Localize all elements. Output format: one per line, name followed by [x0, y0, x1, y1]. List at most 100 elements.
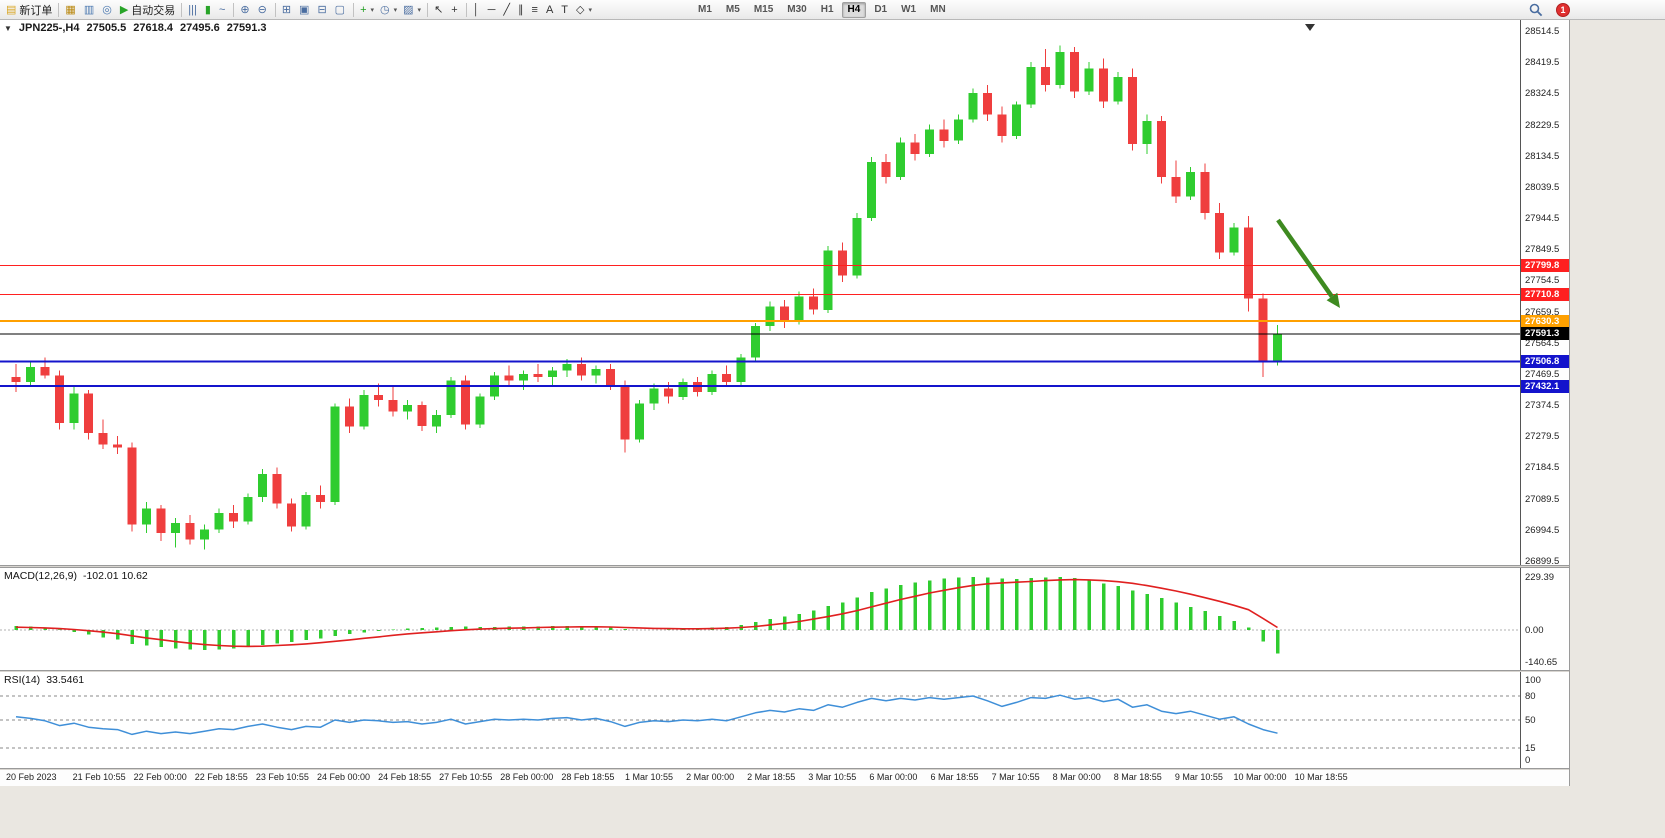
time-axis-label: 6 Mar 00:00	[869, 772, 918, 782]
rsi-scale-label: 0	[1525, 755, 1531, 766]
rsi-scale-label: 15	[1525, 743, 1536, 754]
timeframe-m15[interactable]: M15	[753, 3, 774, 15]
fibonacci-button[interactable]: ≡	[531, 3, 538, 16]
cascade-windows-icon[interactable]: ▣	[299, 3, 310, 16]
vertical-line-button[interactable]: │	[472, 3, 480, 16]
timeframe-m30[interactable]: M30	[787, 3, 807, 15]
main-chart-pane[interactable]: ▼ JPN225-,H4 27505.5 27618.4 27495.6 275…	[0, 20, 1520, 565]
rsi-canvas[interactable]	[0, 672, 1520, 768]
crosshair-button[interactable]: +	[451, 3, 458, 16]
rsi-scale-label: 80	[1525, 691, 1536, 702]
price-axis-label: 27944.5	[1525, 213, 1560, 225]
auto-scroll-icon[interactable]: ▢	[334, 3, 346, 16]
candlestick-chart-canvas[interactable]	[0, 20, 1520, 565]
price-level-tag: 27710.8	[1521, 288, 1569, 302]
macd-scale-label: 0.00	[1525, 625, 1544, 636]
macd-indicator-pane[interactable]: MACD(12,26,9) -102.01 10.62	[0, 568, 1520, 670]
price-axis-label: 27469.5	[1525, 368, 1560, 380]
pane-splitter-rsi[interactable]	[0, 670, 1569, 672]
price-axis-label: 27279.5	[1525, 431, 1560, 443]
toolbar-separator	[58, 2, 60, 17]
toolbar-right-group: 1	[1526, 1, 1570, 19]
time-axis-label: 22 Feb 00:00	[133, 772, 187, 782]
rsi-current-value: 33.5461	[46, 674, 85, 686]
templates-button[interactable]: ▨ ▾	[403, 3, 422, 16]
chart-title: ▼ JPN225-,H4 27505.5 27618.4 27495.6 275…	[4, 22, 267, 34]
label-button[interactable]: T	[561, 3, 569, 16]
macd-name: MACD(12,26,9)	[4, 570, 77, 582]
timeframe-h1[interactable]: H1	[820, 3, 834, 15]
toolbar-separator	[353, 2, 355, 17]
timeframe-m5[interactable]: M5	[725, 3, 740, 15]
line-chart-icon[interactable]: ~	[218, 3, 226, 16]
timeframe-m1[interactable]: M1	[698, 3, 712, 15]
indicators-button[interactable]: + ▾	[360, 3, 375, 16]
zoom-out-icon[interactable]: ⊖	[257, 3, 267, 16]
channel-button[interactable]: ∥	[518, 3, 524, 16]
timeframe-w1[interactable]: W1	[901, 3, 917, 15]
rsi-label: RSI(14) 33.5461	[4, 674, 84, 686]
notification-badge[interactable]: 1	[1556, 2, 1570, 17]
macd-scale-label: 229.39	[1525, 571, 1555, 583]
timeframe-h4[interactable]: H4	[841, 1, 867, 18]
bar-chart-icon[interactable]: |||	[188, 3, 197, 16]
price-axis-label: 27089.5	[1525, 493, 1560, 505]
ohlc-open: 27505.5	[86, 22, 127, 34]
toolbar-separator	[274, 2, 276, 17]
toolbar-separator	[465, 2, 467, 17]
price-level-tag: 27432.1	[1521, 379, 1569, 393]
price-level-tag: 27630.3	[1521, 314, 1569, 328]
toolbar-separator	[427, 2, 429, 17]
time-axis-label: 8 Mar 00:00	[1052, 772, 1101, 782]
toolbar-items: ▤ 新订单 ▦ ▥ ◎ ▶ 自动交易 ||| ▮ ~ ⊕ ⊖ ⊞ ▣ ⊟ ▢ + ▾ ◷ ▾ ▨ ▾ ↖ + │ ─ ╱ ∥ ≡ A T ◇ ▾	[3, 1, 691, 19]
price-axis-label: 26899.5	[1525, 555, 1560, 567]
time-axis-label: 2 Mar 18:55	[747, 772, 796, 782]
price-axis[interactable]: 28514.5 28419.5 28324.5 28229.5 28134.5 28039…	[1520, 20, 1569, 786]
price-level-tag: 27591.3	[1521, 327, 1569, 341]
timeframe-d1[interactable]: D1	[874, 3, 888, 15]
time-axis-label: 1 Mar 10:55	[624, 772, 674, 782]
main-toolbar: ▤ 新订单 ▦ ▥ ◎ ▶ 自动交易 ||| ▮ ~ ⊕ ⊖ ⊞ ▣ ⊟ ▢ + ▾ ◷ ▾ ▨ ▾ ↖ + │ ─ ╱ ∥ ≡ A T ◇ ▾…	[0, 0, 1665, 20]
timeframe-mn[interactable]: MN	[930, 3, 946, 15]
time-axis-label: 6 Mar 18:55	[930, 772, 979, 782]
new-order-button[interactable]: ▤ 新订单	[6, 3, 53, 17]
rsi-indicator-pane[interactable]: RSI(14) 33.5461	[0, 672, 1520, 768]
time-axis[interactable]: 20 Feb 2023 21 Feb 10:55 22 Feb 00:00 22 Fe…	[0, 770, 1569, 786]
price-level-tag: 27506.8	[1521, 355, 1569, 369]
new-chart-icon[interactable]: ▦	[65, 3, 76, 16]
price-axis-label: 28039.5	[1525, 181, 1560, 193]
shapes-button[interactable]: ◇ ▾	[576, 3, 592, 16]
time-axis-label: 10 Mar 18:55	[1294, 772, 1348, 782]
price-axis-label: 27374.5	[1525, 400, 1560, 412]
zoom-in-icon[interactable]: ⊕	[240, 3, 250, 16]
tile-windows-icon[interactable]: ⊞	[281, 3, 292, 16]
periods-button[interactable]: ◷ ▾	[380, 3, 398, 16]
price-axis-label: 27754.5	[1525, 275, 1560, 287]
autotrading-button[interactable]: ▶ 自动交易	[119, 3, 176, 17]
pane-splitter-macd[interactable]	[0, 565, 1569, 568]
horizontal-line-button[interactable]: ─	[487, 3, 496, 16]
time-axis-label: 27 Feb 10:55	[439, 772, 493, 782]
chart-window: ▼ JPN225-,H4 27505.5 27618.4 27495.6 275…	[0, 20, 1570, 786]
macd-canvas[interactable]	[0, 568, 1520, 670]
ohlc-high: 27618.4	[133, 22, 173, 34]
collapse-icon[interactable]: ▼	[4, 23, 12, 33]
profiles-icon[interactable]: ▥	[83, 3, 95, 16]
time-axis-label: 28 Feb 18:55	[561, 772, 615, 782]
arrange-windows-icon[interactable]: ⊟	[317, 3, 327, 16]
price-axis-label: 27659.5	[1525, 306, 1560, 318]
trendline-button[interactable]: ╱	[503, 3, 511, 16]
text-button[interactable]: A	[545, 3, 554, 16]
time-axis-label: 8 Mar 18:55	[1113, 772, 1162, 782]
price-axis-label: 28324.5	[1525, 88, 1560, 100]
candlestick-chart-icon[interactable]: ▮	[204, 3, 211, 16]
rsi-scale-label: 100	[1525, 675, 1541, 686]
price-axis-label: 26994.5	[1525, 524, 1560, 536]
macd-scale-label: -140.65	[1525, 657, 1558, 669]
data-window-icon[interactable]: ◎	[102, 3, 112, 16]
search-button[interactable]	[1526, 1, 1546, 19]
cursor-button[interactable]: ↖	[434, 3, 444, 16]
search-icon	[1529, 3, 1543, 16]
toolbar-separator	[233, 2, 235, 17]
